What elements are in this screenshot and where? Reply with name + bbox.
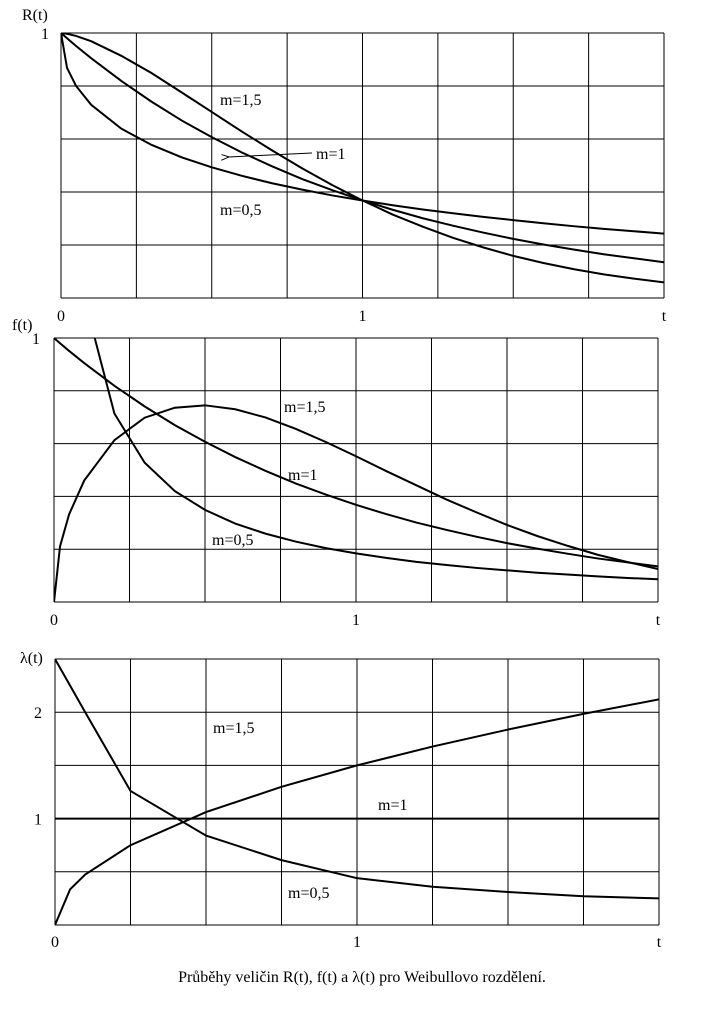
- curve: [93, 338, 658, 581]
- y-tick-label: 1: [41, 26, 49, 43]
- curve: [55, 659, 659, 900]
- x-tick-label: 1: [359, 308, 367, 325]
- caption: Průběhy veličin R(t), f(t) a λ(t) pro We…: [178, 969, 546, 986]
- curve: [61, 33, 664, 284]
- x-axis-label: t: [656, 612, 661, 629]
- series-label: m=1,5: [220, 92, 261, 109]
- annotation-arrow: [228, 152, 313, 157]
- y-tick-label: 2: [34, 705, 42, 722]
- y-tick-label: 1: [34, 812, 42, 829]
- curve: [55, 698, 659, 925]
- x-tick-label: 0: [57, 308, 65, 325]
- x-axis-label: t: [657, 934, 662, 951]
- y-axis-label: f(t): [12, 317, 32, 334]
- y-axis-label: R(t): [22, 7, 48, 24]
- series-label: m=1,5: [213, 720, 254, 737]
- series-label: m=1: [378, 797, 407, 814]
- curve: [61, 33, 664, 235]
- y-axis-label: λ(t): [20, 650, 43, 667]
- x-tick-label: 0: [51, 934, 59, 951]
- series-label: m=1,5: [284, 399, 325, 416]
- series-label: m=0,5: [220, 202, 261, 219]
- curve: [61, 33, 664, 264]
- series-label: m=0,5: [288, 885, 329, 902]
- x-tick-label: 1: [352, 612, 360, 629]
- x-tick-label: 0: [50, 612, 58, 629]
- y-tick-label: 1: [32, 331, 40, 348]
- series-label: m=0,5: [212, 532, 253, 549]
- x-axis-label: t: [662, 308, 667, 325]
- curve: [54, 404, 658, 602]
- series-label: m=1: [288, 467, 317, 484]
- x-tick-label: 1: [353, 934, 361, 951]
- series-label: m=1: [316, 146, 345, 163]
